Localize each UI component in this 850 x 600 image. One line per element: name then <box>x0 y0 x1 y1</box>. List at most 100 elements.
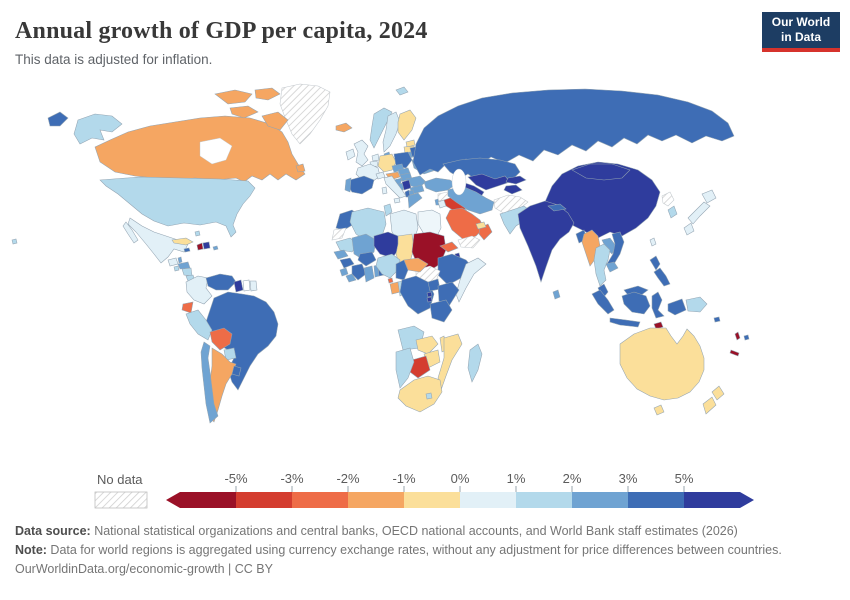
legend-arrow-right[interactable] <box>740 492 754 508</box>
country-estonia[interactable] <box>405 139 416 148</box>
country-guinea[interactable] <box>339 257 355 269</box>
country-svalbard[interactable] <box>395 86 409 96</box>
legend-bin-2[interactable] <box>292 492 348 508</box>
country-china[interactable] <box>544 161 661 239</box>
country-venezuela[interactable] <box>205 273 237 291</box>
country-western-sahara[interactable] <box>331 227 347 241</box>
country-haiti[interactable] <box>196 242 204 251</box>
country-somalia[interactable] <box>455 257 487 303</box>
legend-bin-6[interactable] <box>516 492 572 508</box>
country-ecuador[interactable] <box>181 301 194 314</box>
country-italy-sicily[interactable] <box>393 197 401 204</box>
country-burkina-faso[interactable] <box>357 251 377 267</box>
legend-bin-4[interactable] <box>404 492 460 508</box>
country-yemen[interactable] <box>457 235 481 249</box>
country-honduras[interactable] <box>177 261 191 270</box>
country-indonesia-sulawesi[interactable] <box>651 291 665 319</box>
country-cambodia[interactable] <box>605 261 619 273</box>
country-russia-east-tip[interactable] <box>47 111 69 127</box>
country-italy-sardinia[interactable] <box>381 186 388 195</box>
country-germany[interactable] <box>377 153 397 173</box>
country-sierra-leone[interactable] <box>339 267 349 277</box>
country-mongolia[interactable] <box>571 163 631 181</box>
country-canada-newfoundland[interactable] <box>295 163 306 173</box>
country-kenya[interactable] <box>437 281 460 307</box>
country-poland[interactable] <box>393 151 413 169</box>
country-philippines-mindanao[interactable] <box>653 267 671 287</box>
country-india[interactable] <box>517 200 575 283</box>
country-bahamas[interactable] <box>194 230 201 237</box>
country-tunisia[interactable] <box>383 203 393 217</box>
country-fiji[interactable] <box>743 334 750 341</box>
country-dominican-republic[interactable] <box>202 241 211 250</box>
country-eritrea[interactable] <box>439 241 459 253</box>
country-lesotho[interactable] <box>425 392 433 400</box>
country-tanzania[interactable] <box>429 299 453 323</box>
country-el-salvador[interactable] <box>173 265 180 272</box>
country-vanuatu[interactable] <box>734 331 741 341</box>
country-paraguay[interactable] <box>223 347 237 361</box>
country-uae[interactable] <box>475 221 487 230</box>
country-japan-hokkaido[interactable] <box>701 189 717 204</box>
legend-bin-7[interactable] <box>572 492 628 508</box>
owid-logo[interactable]: Our World in Data <box>762 12 840 48</box>
country-chile[interactable] <box>200 341 219 424</box>
country-hawaii[interactable] <box>11 238 18 245</box>
country-indonesia-sumatra[interactable] <box>591 289 615 315</box>
country-greenland[interactable] <box>279 83 331 145</box>
country-sweden[interactable] <box>382 111 401 153</box>
legend-no-data-swatch[interactable] <box>94 491 148 509</box>
country-egypt[interactable] <box>417 209 442 239</box>
country-liberia[interactable] <box>345 273 357 283</box>
country-nigeria[interactable] <box>375 253 401 279</box>
country-canada-baffin[interactable] <box>261 111 289 131</box>
legend-bin-9[interactable] <box>684 492 740 508</box>
legend-bin-8[interactable] <box>628 492 684 508</box>
country-colombia[interactable] <box>185 275 213 305</box>
country-jamaica[interactable] <box>183 247 191 253</box>
country-japan-kyushu[interactable] <box>683 222 695 236</box>
country-cuba[interactable] <box>171 237 194 246</box>
country-iceland[interactable] <box>335 122 353 133</box>
country-equatorial-guinea[interactable] <box>387 277 394 284</box>
country-senegal[interactable] <box>333 249 349 260</box>
country-burundi[interactable] <box>426 296 433 303</box>
country-australia[interactable] <box>619 327 705 401</box>
owid-link[interactable]: OurWorldinData.org/economic-growth | CC … <box>15 562 273 576</box>
legend-bin-1[interactable] <box>236 492 292 508</box>
country-portugal[interactable] <box>344 177 352 193</box>
country-turkey[interactable] <box>423 177 457 193</box>
country-south-africa[interactable] <box>397 375 443 413</box>
country-rwanda[interactable] <box>426 291 433 298</box>
country-bolivia[interactable] <box>209 327 233 351</box>
country-alaska[interactable] <box>73 113 123 145</box>
country-usa[interactable] <box>99 176 256 238</box>
country-zambia[interactable] <box>415 335 439 355</box>
legend-bin-5[interactable] <box>460 492 516 508</box>
country-mexico-baja[interactable] <box>122 221 139 244</box>
country-japan-honshu[interactable] <box>687 201 711 225</box>
legend-bin-0[interactable] <box>180 492 236 508</box>
country-ivory-coast[interactable] <box>351 263 367 281</box>
country-peru[interactable] <box>185 309 213 341</box>
country-uruguay[interactable] <box>231 365 242 377</box>
country-suriname[interactable] <box>242 279 251 292</box>
country-mexico[interactable] <box>127 217 189 264</box>
country-taiwan[interactable] <box>649 237 657 247</box>
country-italy[interactable] <box>383 175 407 199</box>
country-canada-arctic-1[interactable] <box>214 89 253 105</box>
country-indonesia-kalimantan[interactable] <box>621 291 651 315</box>
legend-arrow-left[interactable] <box>166 492 180 508</box>
country-canada-arctic-3[interactable] <box>229 105 259 119</box>
country-timor-leste[interactable] <box>653 321 664 330</box>
country-greece[interactable] <box>407 192 423 209</box>
country-serbia[interactable] <box>401 179 412 191</box>
country-mozambique[interactable] <box>437 333 463 391</box>
country-ireland[interactable] <box>345 148 356 161</box>
country-philippines-luzon[interactable] <box>649 255 661 271</box>
country-belize[interactable] <box>177 256 183 264</box>
country-guyana[interactable] <box>233 279 244 293</box>
country-finland[interactable] <box>397 109 417 141</box>
country-spain[interactable] <box>347 175 375 195</box>
country-south-korea[interactable] <box>667 205 678 219</box>
